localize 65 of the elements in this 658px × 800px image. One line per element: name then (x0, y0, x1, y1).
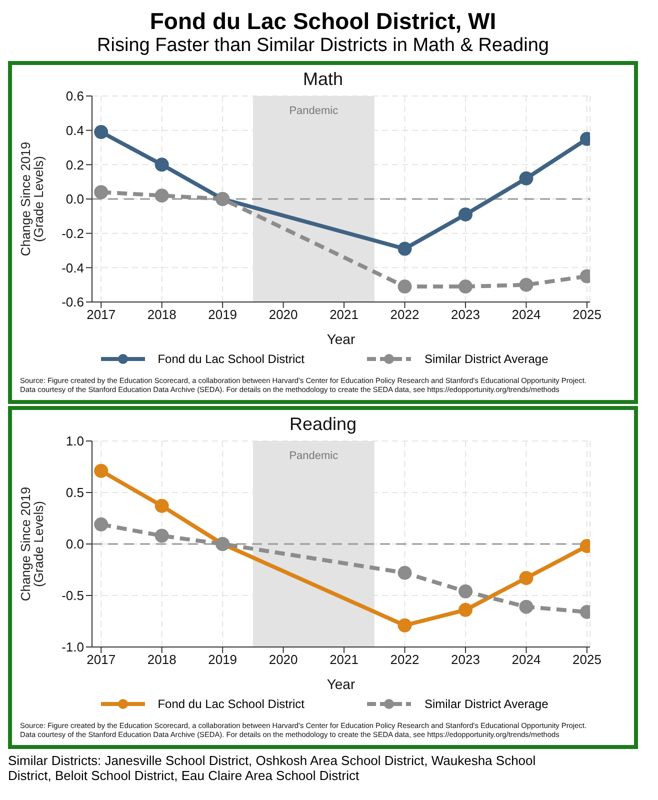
chart-title: Math (302, 69, 344, 90)
text: Rising Faster than Similar Districts in Math & Reading (96, 35, 550, 57)
point (154, 158, 169, 172)
x-tick-label: 2025 (572, 307, 602, 322)
x-tick-label: 2020 (268, 652, 298, 668)
point (519, 600, 534, 614)
y-tick-label: 0.4 (66, 122, 84, 138)
band-label: Pandemic (289, 450, 339, 462)
point (94, 125, 108, 140)
point (94, 185, 108, 200)
text: Fond du Lac School District, WI (148, 8, 498, 35)
chart-title: Reading (288, 414, 358, 435)
point (398, 242, 412, 256)
x-tick-label: 2019 (208, 652, 238, 668)
y-tick-label: 0.0 (66, 192, 84, 207)
y-tick-label: 1.0 (66, 434, 84, 449)
point (154, 528, 169, 543)
legend-label: Similar District Average (424, 352, 548, 366)
point (458, 584, 472, 598)
point (458, 602, 472, 617)
point (94, 517, 108, 532)
legend-label: Similar District Average (424, 697, 548, 711)
x-tick-label: 2020 (268, 307, 298, 322)
legend-label: Fond du Lac School District (158, 352, 304, 366)
x-tick-label: 2017 (86, 307, 116, 322)
x-tick-label: 2022 (390, 652, 420, 668)
x-axis-title: Year (326, 676, 356, 692)
point (398, 566, 412, 580)
x-tick-label: 2018 (147, 652, 176, 668)
point (94, 464, 108, 478)
legend-label: Fond du Lac School District (158, 697, 304, 711)
x-tick-label: 2023 (451, 307, 480, 322)
x-tick-label: 2025 (572, 652, 602, 668)
x-tick-label: 2017 (86, 652, 116, 668)
y-axis-title: Change Since 2019 (Grade Levels) (18, 486, 46, 602)
point (398, 618, 412, 632)
y-tick-label: 0.5 (66, 485, 84, 500)
point (458, 280, 472, 294)
y-tick-label: 0.2 (66, 157, 84, 172)
point (398, 280, 412, 294)
point (519, 570, 534, 585)
x-tick-label: 2022 (390, 307, 420, 322)
x-tick-label: 2023 (451, 652, 480, 668)
point (519, 171, 534, 186)
y-tick-label: -0.5 (62, 588, 84, 604)
y-tick-label: -0.4 (62, 260, 84, 276)
x-axis-title: Year (326, 331, 356, 347)
text: Similar Districts: Janesville School District, Oshkosh Area School District, Waukesha School District, Beloit School District, Eau Claire Area School District (8, 753, 537, 783)
point (154, 188, 169, 203)
x-tick-label: 2024 (512, 307, 541, 322)
y-tick-label: 0.0 (66, 536, 84, 552)
y-axis-title: Change Since 2019 (Grade Levels) (18, 142, 46, 256)
x-tick-label: 2019 (208, 307, 238, 322)
x-tick-label: 2024 (512, 652, 541, 668)
y-tick-label: 0.6 (66, 88, 84, 104)
y-tick-label: -0.6 (62, 294, 84, 310)
x-tick-label: 2021 (330, 307, 358, 322)
point (458, 207, 472, 222)
x-tick-label: 2021 (330, 652, 358, 668)
y-tick-label: -1.0 (62, 640, 84, 655)
point (519, 278, 534, 292)
point (154, 498, 169, 513)
band-label: Pandemic (289, 104, 339, 117)
y-tick-label: -0.2 (62, 226, 84, 241)
x-tick-label: 2018 (147, 307, 176, 322)
